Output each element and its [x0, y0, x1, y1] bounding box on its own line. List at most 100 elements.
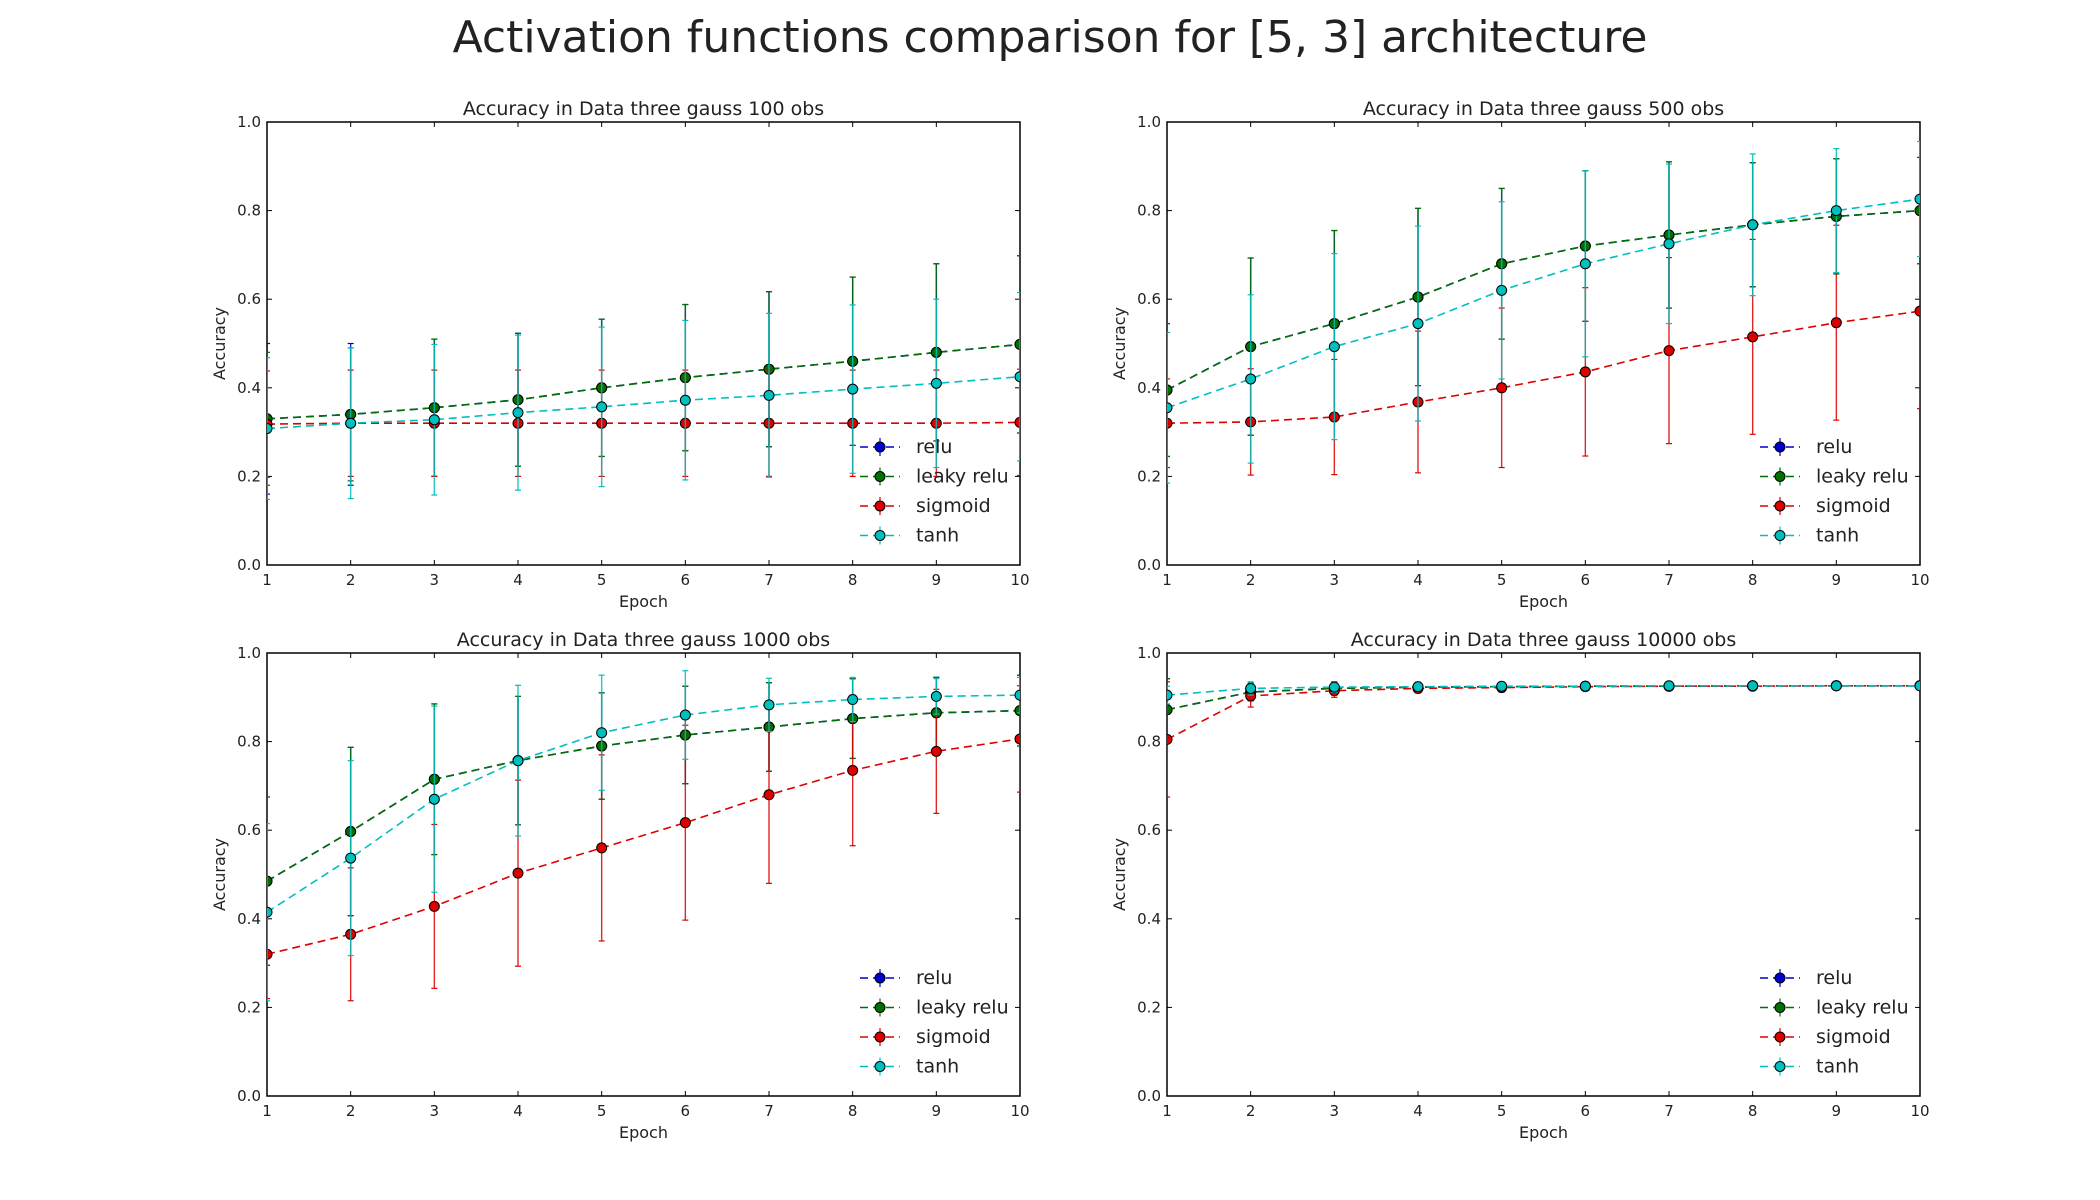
legend-label: leaky relu: [1816, 466, 1909, 488]
legend-marker: [1774, 1061, 1786, 1072]
legend-marker: [1774, 500, 1786, 512]
data-point: [428, 900, 440, 912]
x-tick-label: 8: [1748, 571, 1758, 589]
subplot-title: Accuracy in Data three gauss 100 obs: [463, 98, 824, 120]
series-line: [1167, 209, 1920, 391]
data-point: [930, 377, 942, 389]
series-tanh: [267, 291, 1020, 501]
data-point: [1167, 689, 1173, 701]
data-point: [1412, 318, 1424, 330]
series-line: [267, 375, 1020, 430]
x-tick-label: 9: [932, 571, 942, 589]
legend-label: sigmoid: [1816, 1026, 1891, 1048]
x-tick-label: 7: [1664, 571, 1674, 589]
x-tick-label: 5: [1497, 571, 1507, 589]
data-point: [1663, 345, 1675, 357]
data-point: [1663, 238, 1675, 250]
x-tick-label: 3: [1330, 571, 1340, 589]
data-point: [1914, 193, 1920, 205]
y-tick-label: 0.6: [237, 290, 261, 308]
y-tick-label: 0.0: [237, 556, 261, 574]
x-tick-label: 2: [1246, 571, 1256, 589]
x-tick-label: 2: [346, 1102, 356, 1120]
legend: relu leaky relu sigmoid tanh: [1760, 436, 1909, 547]
y-tick-label: 1.0: [1137, 644, 1161, 662]
legend-label: tanh: [916, 525, 959, 547]
legend-label: tanh: [1816, 1056, 1859, 1078]
legend: relu leaky relu sigmoid tanh: [860, 967, 1009, 1078]
series-tanh: [1167, 140, 1920, 484]
legend-marker: [874, 972, 886, 984]
data-point: [1014, 689, 1020, 701]
x-axis-label: Epoch: [619, 1123, 668, 1142]
y-tick-label: 1.0: [237, 644, 261, 662]
x-tick-label: 2: [346, 571, 356, 589]
x-tick-label: 1: [1162, 571, 1172, 589]
y-tick-label: 0.6: [1137, 290, 1161, 308]
subplot-2: Accuracy in Data three gauss 500 obs 1 2 3 4…: [1110, 98, 1930, 611]
x-tick-label: 7: [764, 571, 774, 589]
y-tick-label: 0.0: [237, 1087, 261, 1105]
y-axis-label: Accuracy: [1110, 838, 1129, 911]
data-point: [1747, 331, 1759, 343]
x-axis-label: Epoch: [1519, 1123, 1568, 1142]
subplot-title: Accuracy in Data three gauss 1000 obs: [457, 629, 830, 651]
legend-label: leaky relu: [1816, 997, 1909, 1019]
x-tick-label: 4: [1413, 571, 1423, 589]
data-point: [428, 414, 440, 426]
data-point: [1412, 681, 1424, 693]
data-point: [1830, 317, 1842, 329]
subplot-title: Accuracy in Data three gauss 10000 obs: [1351, 629, 1737, 651]
subplot-title: Accuracy in Data three gauss 500 obs: [1363, 98, 1724, 120]
y-tick-label: 0.2: [237, 467, 261, 485]
x-tick-label: 1: [1162, 1102, 1172, 1120]
x-tick-label: 5: [1497, 1102, 1507, 1120]
data-point: [1167, 384, 1173, 396]
data-point: [596, 727, 608, 739]
data-point: [267, 423, 273, 435]
legend-marker: [874, 500, 886, 512]
y-axis-label: Accuracy: [210, 307, 229, 380]
series-line: [267, 421, 1020, 425]
data-point: [763, 699, 775, 711]
legend-marker: [1774, 471, 1786, 482]
data-point: [847, 694, 859, 706]
series-tanh: [267, 670, 1020, 1002]
series-line: [267, 738, 1020, 955]
plot-area: [1167, 678, 1920, 798]
legend-label: leaky relu: [916, 466, 1009, 488]
data-point: [1830, 205, 1842, 217]
data-point: [1496, 680, 1508, 692]
legend-label: tanh: [916, 1056, 959, 1078]
data-point: [345, 852, 357, 864]
y-tick-label: 0.8: [237, 202, 261, 220]
x-axis-label: Epoch: [619, 592, 668, 611]
data-point: [763, 389, 775, 401]
x-tick-label: 1: [262, 1102, 272, 1120]
y-tick-label: 0.4: [237, 379, 261, 397]
y-tick-label: 0.4: [1137, 910, 1161, 928]
data-point: [1245, 373, 1257, 385]
x-tick-label: 5: [597, 571, 607, 589]
data-point: [1747, 219, 1759, 231]
x-tick-label: 3: [1330, 1102, 1340, 1120]
x-tick-label: 9: [1832, 1102, 1842, 1120]
y-tick-label: 0.2: [237, 998, 261, 1016]
plot-area: [1167, 140, 1920, 484]
legend: relu leaky relu sigmoid tanh: [1760, 967, 1909, 1078]
y-tick-label: 0.0: [1137, 1087, 1161, 1105]
x-tick-label: 3: [430, 571, 440, 589]
legend-marker: [874, 1061, 886, 1072]
series-line: [267, 343, 1020, 420]
x-tick-label: 10: [1010, 1102, 1029, 1120]
legend-label: relu: [1816, 967, 1852, 989]
y-axis-label: Accuracy: [1110, 307, 1129, 380]
data-point: [267, 875, 273, 887]
figure-title: Activation functions comparison for [5, …: [452, 12, 1648, 63]
legend-label: relu: [916, 436, 952, 458]
data-point: [679, 817, 691, 829]
plot-area: [267, 255, 1020, 501]
subplot-4: Accuracy in Data three gauss 10000 obs 1 2…: [1110, 629, 1930, 1142]
x-tick-label: 4: [1413, 1102, 1423, 1120]
